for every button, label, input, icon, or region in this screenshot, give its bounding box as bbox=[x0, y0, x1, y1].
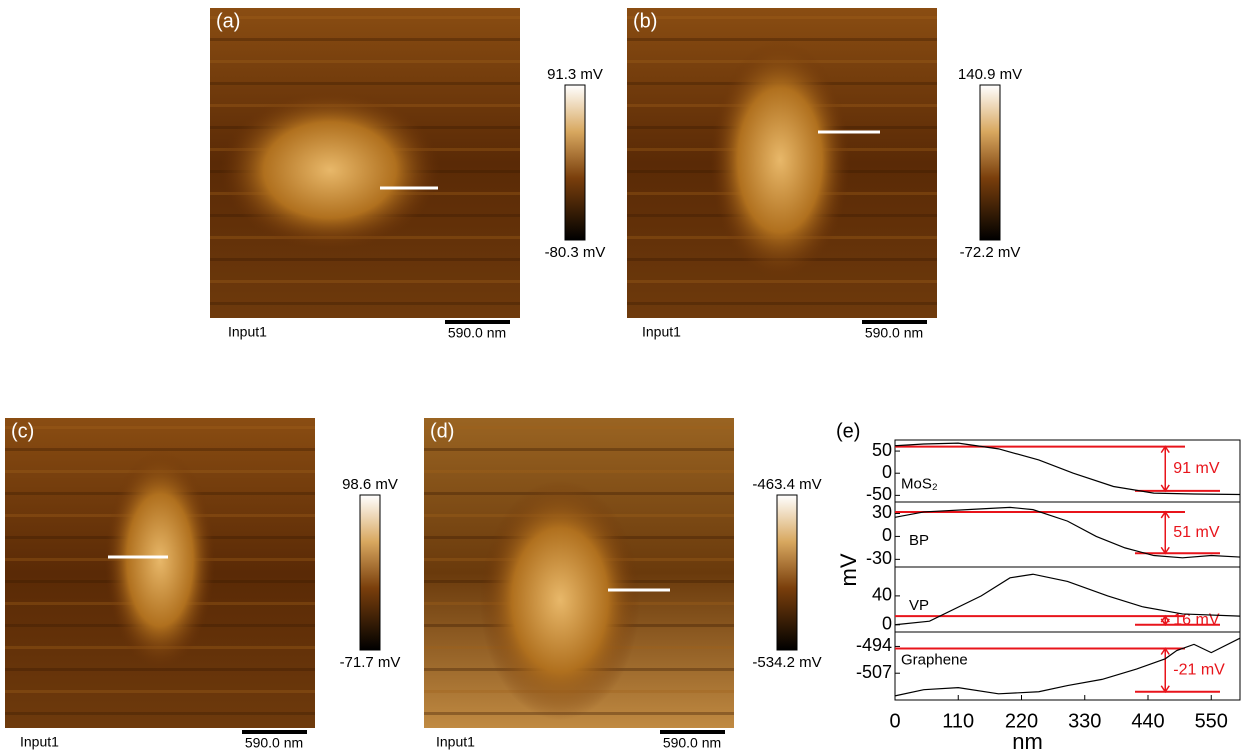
subplot-label: MoS₂ bbox=[901, 476, 938, 493]
x-tick-label: 110 bbox=[942, 710, 974, 732]
feature bbox=[220, 90, 440, 250]
y-tick-label: 30 bbox=[872, 502, 892, 522]
colorbar-min: -72.2 mV bbox=[960, 244, 1021, 261]
subplot-label: VP bbox=[909, 597, 929, 614]
y-tick-label: 40 bbox=[872, 585, 892, 605]
colorbar-max: 98.6 mV bbox=[342, 476, 398, 493]
y-tick-label: 0 bbox=[882, 525, 892, 545]
colorbar bbox=[565, 85, 585, 240]
colorbar bbox=[980, 85, 1000, 240]
scan-stripe bbox=[5, 712, 315, 715]
scan-stripe bbox=[424, 426, 734, 429]
colorbar bbox=[360, 495, 380, 650]
colorbar bbox=[777, 495, 797, 650]
colorbar-max: -463.4 mV bbox=[752, 476, 821, 493]
scan-stripe bbox=[210, 258, 520, 261]
subplot-label: BP bbox=[909, 532, 929, 549]
scan-stripe bbox=[627, 280, 937, 283]
channel-label: Input1 bbox=[642, 324, 681, 340]
scan-stripe bbox=[210, 38, 520, 41]
scan-stripe bbox=[424, 470, 734, 473]
scan-stripe bbox=[5, 426, 315, 429]
channel-label: Input1 bbox=[228, 324, 267, 340]
scale-label: 590.0 nm bbox=[448, 325, 506, 341]
x-tick-label: 550 bbox=[1195, 710, 1228, 732]
scan-stripe bbox=[210, 82, 520, 85]
panel-label: (b) bbox=[633, 10, 657, 32]
colorbar-max: 140.9 mV bbox=[958, 66, 1022, 83]
panel-label: (e) bbox=[836, 420, 860, 442]
panel-label: (c) bbox=[11, 420, 34, 442]
scale-label: 590.0 nm bbox=[663, 735, 721, 751]
feature bbox=[480, 480, 640, 720]
difference-label: 51 mV bbox=[1173, 524, 1220, 541]
y-tick-label: -507 bbox=[856, 662, 892, 682]
y-tick-label: -50 bbox=[866, 484, 892, 504]
colorbar-min: -534.2 mV bbox=[752, 654, 821, 671]
scan-stripe bbox=[210, 60, 520, 63]
feature bbox=[710, 40, 850, 280]
scan-stripe bbox=[627, 16, 937, 19]
x-tick-label: 330 bbox=[1068, 710, 1101, 732]
scale-label: 590.0 nm bbox=[245, 735, 303, 751]
scale-label: 590.0 nm bbox=[865, 325, 923, 341]
scan-stripe bbox=[424, 448, 734, 451]
channel-label: Input1 bbox=[436, 734, 475, 750]
x-tick-label: 440 bbox=[1131, 710, 1164, 732]
colorbar-min: -71.7 mV bbox=[340, 654, 401, 671]
x-axis-label: nm bbox=[1012, 729, 1043, 754]
colorbar-min: -80.3 mV bbox=[545, 244, 606, 261]
x-tick-label: 0 bbox=[889, 710, 900, 732]
difference-label: 91 mV bbox=[1173, 460, 1220, 477]
y-tick-label: 0 bbox=[882, 614, 892, 634]
panel-label: (d) bbox=[430, 420, 454, 442]
subplot-label: Graphene bbox=[901, 652, 968, 669]
y-axis-label: mV bbox=[836, 553, 861, 586]
panel-label: (a) bbox=[216, 10, 240, 32]
scan-stripe bbox=[210, 16, 520, 19]
scan-stripe bbox=[210, 302, 520, 305]
channel-label: Input1 bbox=[20, 734, 59, 750]
y-tick-label: 0 bbox=[882, 462, 892, 482]
feature bbox=[105, 450, 215, 670]
figure: (a) 91.3 mV -80.3 mV Input1 590.0 nm (b) 140.9… bbox=[0, 0, 1243, 755]
difference-label: -21 mV bbox=[1173, 661, 1225, 678]
scan-stripe bbox=[210, 280, 520, 283]
y-tick-label: 50 bbox=[872, 440, 892, 460]
scan-stripe bbox=[5, 690, 315, 693]
colorbar-max: 91.3 mV bbox=[547, 66, 603, 83]
y-tick-label: -30 bbox=[866, 548, 892, 568]
scan-stripe bbox=[627, 302, 937, 305]
y-tick-label: -494 bbox=[856, 635, 892, 655]
